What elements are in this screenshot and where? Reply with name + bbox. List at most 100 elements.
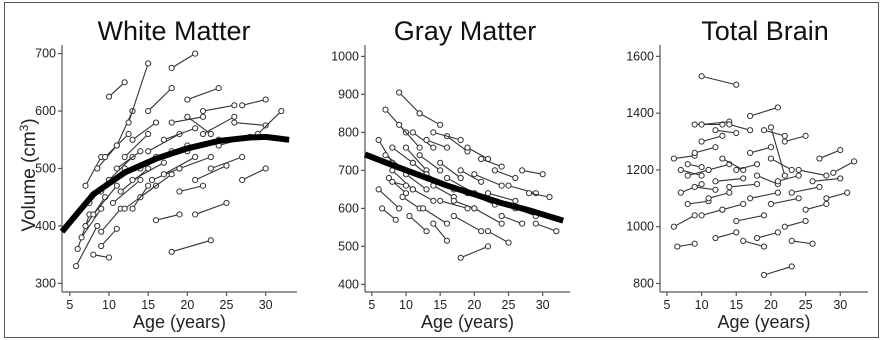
subject-trajectory xyxy=(673,155,695,160)
data-point xyxy=(774,104,781,111)
subject-trajectory xyxy=(722,203,744,211)
data-point xyxy=(168,84,175,92)
data-point xyxy=(409,186,416,193)
data-point xyxy=(767,124,775,131)
data-point xyxy=(781,223,788,230)
data-point xyxy=(684,172,691,179)
data-point xyxy=(129,205,136,212)
data-point xyxy=(691,183,698,191)
data-point xyxy=(719,132,726,139)
data-point xyxy=(809,240,816,247)
data-point xyxy=(747,112,754,120)
data-point xyxy=(199,107,207,115)
data-point xyxy=(816,183,823,191)
data-point xyxy=(539,171,546,178)
data-point xyxy=(239,176,246,184)
subject-trajectory xyxy=(501,215,523,225)
data-point xyxy=(823,200,830,208)
data-point xyxy=(207,153,214,161)
data-point xyxy=(73,263,80,270)
chart-panel-3: Total Brain 5 10 15 20 25 30 800 1000 1200 1400 160… xyxy=(626,16,868,332)
x-axis-label: Age (years) xyxy=(717,312,810,332)
subject-trajectory xyxy=(402,196,420,209)
data-point xyxy=(129,176,136,184)
subject-trajectory xyxy=(729,183,758,188)
subject-trajectory xyxy=(756,231,779,239)
data-point xyxy=(802,132,809,139)
subject-trajectory xyxy=(433,131,461,141)
y-tick-label: 1600 xyxy=(626,49,654,63)
data-point xyxy=(402,144,410,151)
data-point xyxy=(239,153,246,161)
data-point xyxy=(471,171,478,178)
data-point xyxy=(532,220,539,227)
subject-trajectory xyxy=(467,147,489,160)
data-point xyxy=(705,166,712,174)
y-tick-label: 500 xyxy=(338,239,359,253)
subject-trajectory xyxy=(422,207,448,225)
data-point xyxy=(767,155,775,162)
data-point xyxy=(760,271,768,279)
data-point xyxy=(457,174,464,182)
data-point xyxy=(176,188,183,195)
data-point xyxy=(546,193,553,201)
data-point xyxy=(125,130,132,138)
subject-trajectory xyxy=(77,214,90,250)
data-point xyxy=(691,240,698,247)
subject-trajectory xyxy=(433,185,455,198)
data-point xyxy=(464,144,471,151)
data-point xyxy=(78,234,85,241)
data-point xyxy=(416,152,423,159)
data-point xyxy=(423,136,430,144)
data-point xyxy=(781,132,788,139)
subject-trajectory xyxy=(202,116,235,135)
data-point xyxy=(423,228,430,235)
data-point xyxy=(674,243,681,250)
data-point xyxy=(712,234,719,242)
subject-trajectory xyxy=(694,186,716,191)
subject-trajectory xyxy=(85,156,102,186)
subject-trajectory xyxy=(81,208,102,238)
data-point xyxy=(192,211,199,218)
subject-trajectory xyxy=(701,209,723,216)
data-point xyxy=(184,96,191,103)
data-point xyxy=(740,237,747,244)
data-point xyxy=(396,121,403,128)
data-point xyxy=(450,212,457,220)
data-point xyxy=(525,190,533,197)
subject-trajectory xyxy=(763,129,785,137)
subject-trajectory xyxy=(440,200,468,209)
subject-trajectory xyxy=(171,53,196,69)
subject-trajectory xyxy=(798,169,827,177)
x-tick-label: 5 xyxy=(663,298,670,312)
subject-trajectory xyxy=(100,208,122,233)
data-point xyxy=(389,178,396,185)
subject-trajectory xyxy=(474,207,502,225)
data-point xyxy=(382,152,389,159)
data-point xyxy=(691,212,698,219)
subject-trajectory xyxy=(535,223,557,232)
subject-trajectory xyxy=(187,116,212,135)
data-point xyxy=(753,161,761,168)
data-point xyxy=(712,144,719,151)
subject-trajectory xyxy=(708,192,730,199)
data-point xyxy=(396,205,403,212)
data-point xyxy=(94,222,101,230)
data-point xyxy=(113,225,120,232)
subject-trajectory xyxy=(405,173,427,190)
data-point xyxy=(375,186,382,193)
data-point xyxy=(423,186,430,193)
data-point xyxy=(168,248,175,255)
fit-curve xyxy=(59,133,290,234)
x-tick-label: 10 xyxy=(102,298,116,312)
data-point xyxy=(419,205,427,212)
data-point xyxy=(837,146,844,154)
y-tick-label: 400 xyxy=(338,277,359,291)
subject-trajectory xyxy=(171,239,211,253)
data-point xyxy=(184,113,191,120)
data-point xyxy=(512,197,519,204)
subject-trajectory xyxy=(108,156,133,181)
subject-trajectory xyxy=(743,240,765,248)
data-point xyxy=(788,189,795,196)
data-point xyxy=(113,182,120,189)
